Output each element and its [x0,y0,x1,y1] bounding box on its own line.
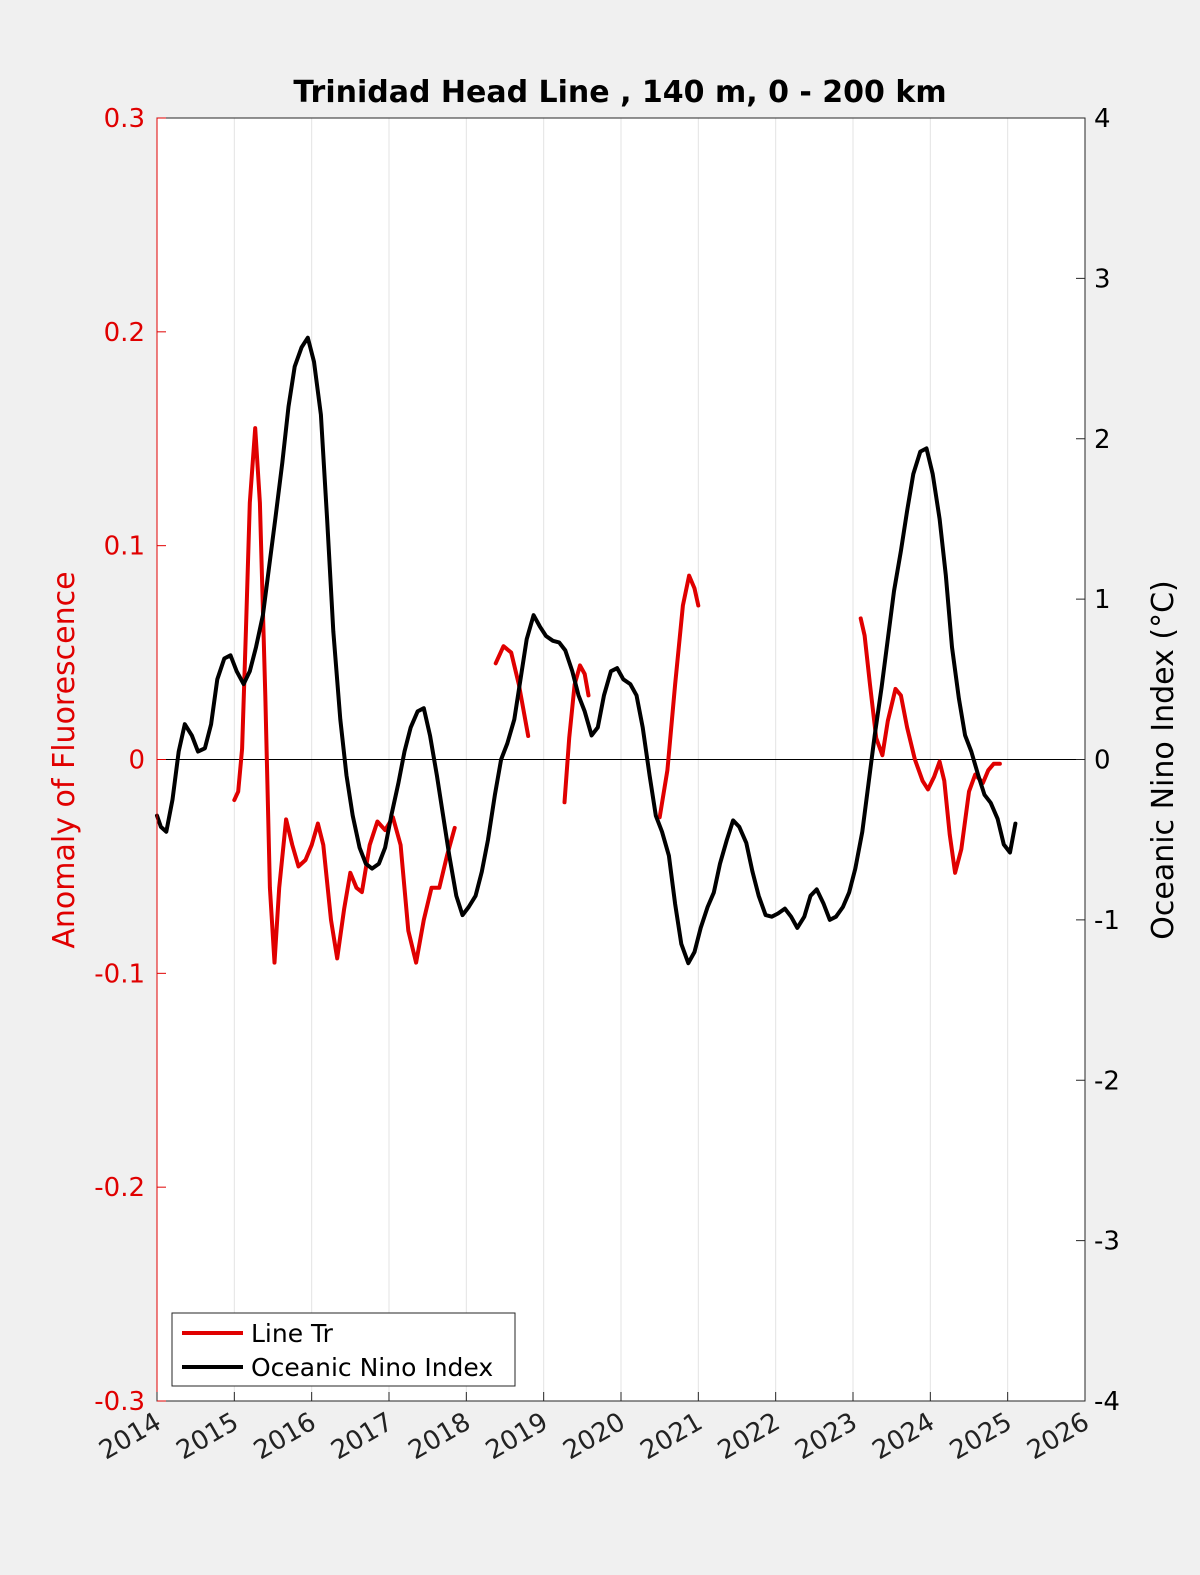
x-tick-label-2020: 2020 [558,1407,630,1466]
y-tick-label--0.3: -0.3 [94,1387,145,1417]
series-line-tr-segment-3 [657,573,701,820]
x-tick-label-2017: 2017 [326,1407,398,1466]
y-tick-label--0.1: -0.1 [94,959,145,989]
x-tick-label-2016: 2016 [249,1407,321,1466]
x-tick-label-2023: 2023 [790,1407,862,1466]
y-tick-label--0.2: -0.2 [94,1173,145,1203]
series-layer [155,335,1018,966]
y-tick-label-0.1: 0.1 [104,532,145,562]
x-tick-label-2015: 2015 [172,1407,244,1466]
x-tick-label-2025: 2025 [945,1407,1017,1466]
y-right-tick-label-3: 3 [1094,264,1111,294]
chart-title: Trinidad Head Line , 140 m, 0 - 200 km [293,75,946,110]
axis-ticks: 2 0 1 4 2015 2016 2017 2018 2019 2020 2021 2022 2023… [94,104,1120,1466]
y-tick-label-0: 0 [128,746,145,776]
legend-label-line-tr: Line Tr [251,1319,334,1348]
legend-label-oni: Oceanic Nino Index [251,1353,493,1382]
legend-box [171,1312,516,1387]
y-tick-label-0.2: 0.2 [104,318,145,348]
y-tick-label-0.3: 0.3 [104,104,145,134]
legend: Line Tr Oceanic Nino Index [171,1312,516,1387]
y-right-tick-label-4: 4 [1094,104,1111,134]
x-tick-label-2026: 2026 [1022,1407,1094,1466]
series-line-tr-segment-0 [232,426,457,965]
y-right-tick-label--1: -1 [1094,906,1120,936]
x-tick-label-2021: 2021 [636,1407,708,1466]
x-tick-label-2024: 2024 [868,1407,940,1466]
y-right-tick-label--4: -4 [1094,1387,1120,1417]
series-line-tr-segment-1 [493,644,531,738]
y-right-tick-label-1: 1 [1094,585,1111,615]
left-axis-label: Anomaly of Fluorescence [47,571,82,948]
series-oceanic-nino-index-segment-0 [155,335,1018,966]
series-line-tr-segment-2 [562,663,591,805]
y-right-tick-label--3: -3 [1094,1227,1120,1257]
y-right-tick-label-2: 2 [1094,425,1111,455]
y-right-tick-label-0: 0 [1094,746,1111,776]
x-tick-label-2022: 2022 [713,1407,785,1466]
x-tick-label-2018: 2018 [404,1407,476,1466]
right-axis-label: Oceanic Nino Index (°C) [1146,580,1181,940]
y-right-tick-label--2: -2 [1094,1066,1120,1096]
x-tick-label-2019: 2019 [481,1407,553,1466]
